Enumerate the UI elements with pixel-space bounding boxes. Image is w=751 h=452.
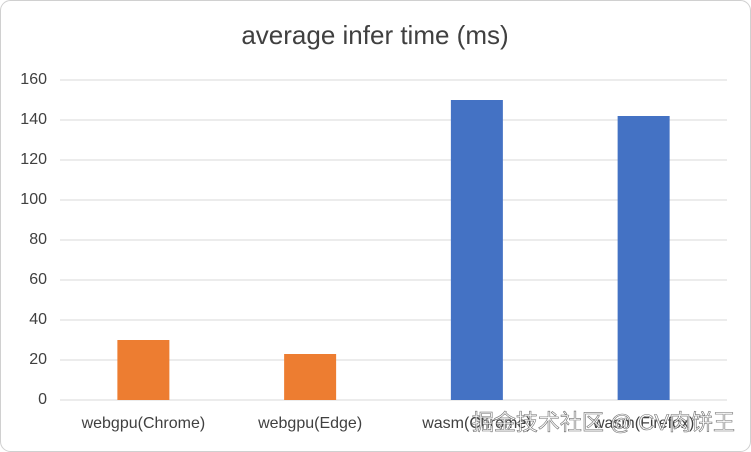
watermark: 掘金技术社区 @ CV肉饼王: [472, 410, 735, 435]
x-tick-label: wasm(Firefox): [592, 415, 694, 432]
y-tick-label: 60: [29, 271, 47, 288]
bar: [450, 100, 503, 400]
y-tick-label: 100: [20, 191, 47, 208]
x-tick-label: webgpu(Chrome): [81, 415, 206, 432]
y-tick-label: 160: [20, 71, 47, 88]
y-tick-label: 140: [20, 111, 47, 128]
y-tick-label: 20: [29, 351, 47, 368]
chart-title: average infer time (ms): [241, 20, 508, 50]
y-tick-label: 80: [29, 231, 47, 248]
x-tick-label: webgpu(Edge): [257, 415, 362, 432]
bar: [617, 116, 670, 400]
y-tick-label: 0: [38, 391, 47, 408]
bar: [117, 340, 170, 400]
bar: [284, 354, 337, 400]
y-tick-label: 40: [29, 311, 47, 328]
x-tick-label: wasm(Chrome): [421, 415, 531, 432]
y-tick-label: 120: [20, 151, 47, 168]
